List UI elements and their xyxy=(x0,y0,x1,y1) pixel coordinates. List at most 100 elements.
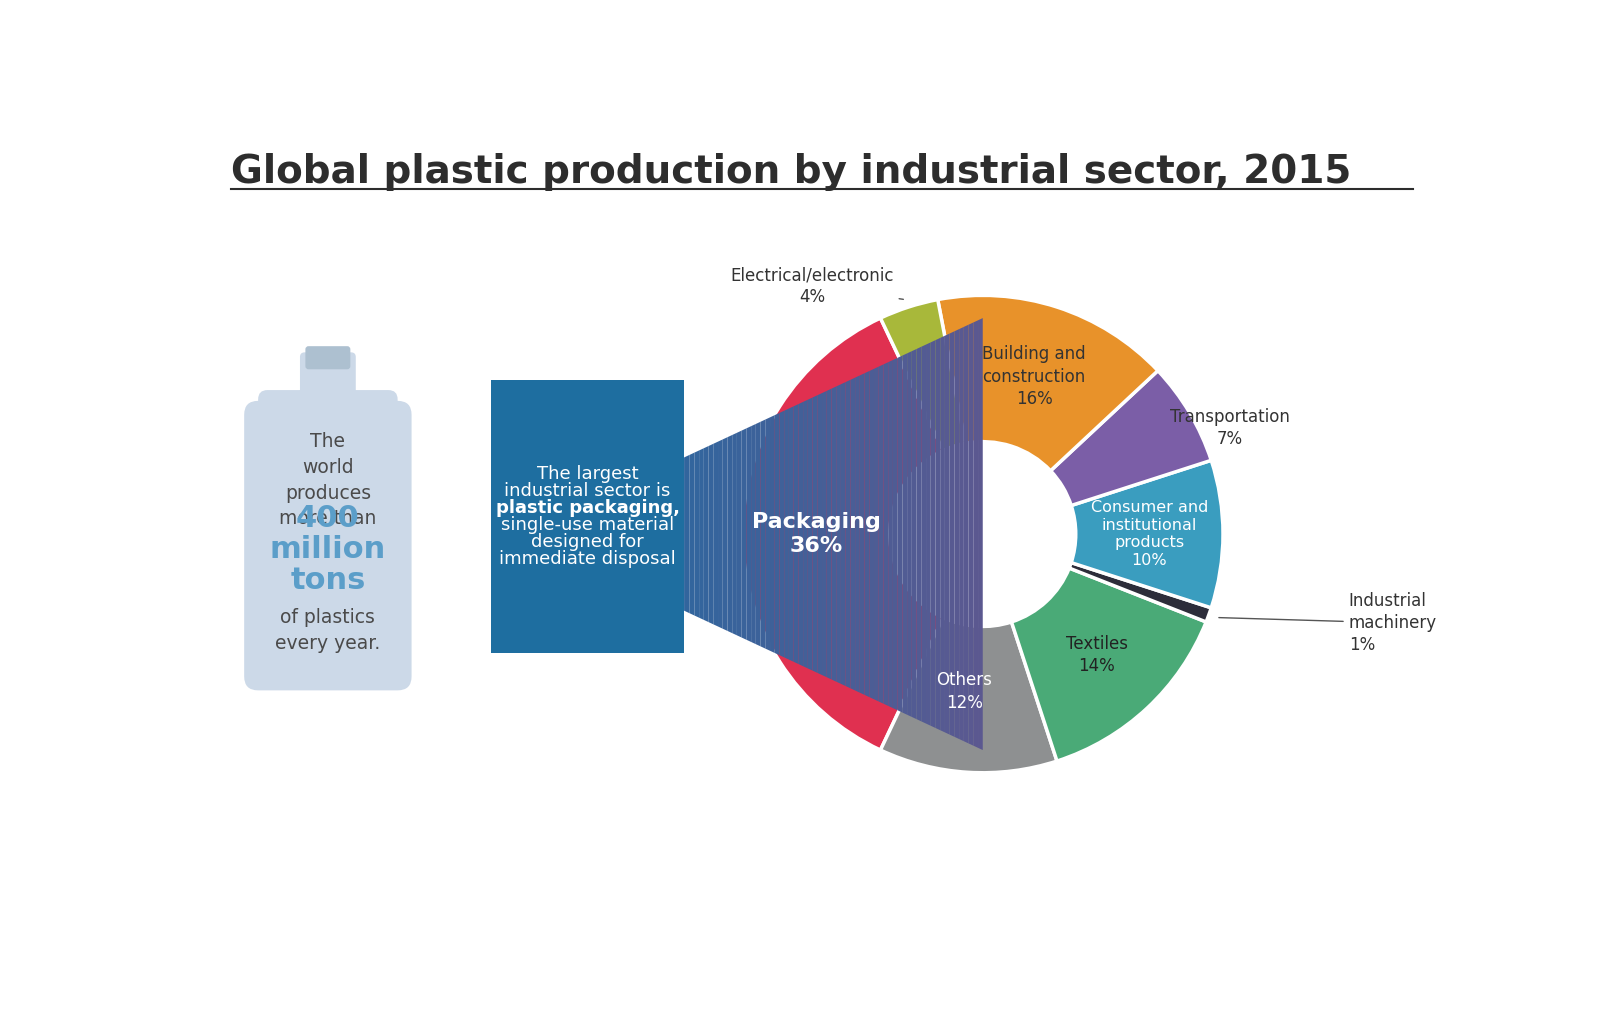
Polygon shape xyxy=(714,441,718,627)
Polygon shape xyxy=(818,393,822,675)
Polygon shape xyxy=(950,332,954,737)
Polygon shape xyxy=(789,407,794,662)
Text: Transportation
7%: Transportation 7% xyxy=(1170,408,1290,447)
Text: Global plastic production by industrial sector, 2015: Global plastic production by industrial … xyxy=(230,153,1352,190)
Polygon shape xyxy=(912,349,917,719)
Text: immediate disposal: immediate disposal xyxy=(499,550,675,568)
Text: Packaging
36%: Packaging 36% xyxy=(752,512,880,556)
Polygon shape xyxy=(728,435,733,633)
Polygon shape xyxy=(547,519,552,549)
Wedge shape xyxy=(742,318,942,750)
Polygon shape xyxy=(525,529,530,539)
Wedge shape xyxy=(1011,568,1206,761)
Text: Building and
construction
16%: Building and construction 16% xyxy=(982,345,1086,408)
Wedge shape xyxy=(1069,562,1211,622)
Polygon shape xyxy=(605,493,610,575)
Polygon shape xyxy=(822,391,827,677)
FancyBboxPatch shape xyxy=(491,380,685,653)
Text: of plastics
every year.: of plastics every year. xyxy=(275,608,381,652)
Polygon shape xyxy=(595,497,600,571)
Polygon shape xyxy=(718,439,723,629)
Polygon shape xyxy=(566,510,571,558)
Text: The
world
produces
more than: The world produces more than xyxy=(278,432,376,528)
Polygon shape xyxy=(765,418,770,651)
Polygon shape xyxy=(931,340,936,728)
Polygon shape xyxy=(842,382,846,686)
Polygon shape xyxy=(774,413,779,655)
Polygon shape xyxy=(634,479,638,589)
Polygon shape xyxy=(515,531,520,537)
Polygon shape xyxy=(704,446,709,623)
Polygon shape xyxy=(542,521,547,547)
Polygon shape xyxy=(968,323,973,745)
FancyBboxPatch shape xyxy=(245,400,411,690)
Polygon shape xyxy=(973,321,978,748)
Polygon shape xyxy=(571,508,576,560)
Text: Textiles
14%: Textiles 14% xyxy=(1066,635,1128,675)
Polygon shape xyxy=(859,373,864,695)
Polygon shape xyxy=(614,488,619,581)
Text: designed for: designed for xyxy=(531,534,643,551)
Polygon shape xyxy=(723,437,728,631)
Polygon shape xyxy=(883,362,888,706)
Polygon shape xyxy=(808,397,813,671)
Polygon shape xyxy=(869,369,874,699)
Polygon shape xyxy=(738,430,742,638)
Polygon shape xyxy=(846,380,850,688)
Text: Electrical/electronic
4%: Electrical/electronic 4% xyxy=(730,266,904,306)
Polygon shape xyxy=(958,327,963,741)
Polygon shape xyxy=(709,443,714,625)
Polygon shape xyxy=(646,472,651,596)
Text: single-use material: single-use material xyxy=(501,516,674,535)
Polygon shape xyxy=(784,409,789,659)
Polygon shape xyxy=(803,399,808,669)
Polygon shape xyxy=(610,490,614,578)
FancyBboxPatch shape xyxy=(258,390,398,455)
Polygon shape xyxy=(954,329,958,739)
Polygon shape xyxy=(837,384,842,684)
Polygon shape xyxy=(685,455,690,613)
Polygon shape xyxy=(874,367,878,701)
Polygon shape xyxy=(675,459,680,609)
Polygon shape xyxy=(850,378,854,690)
Polygon shape xyxy=(946,334,950,734)
Polygon shape xyxy=(586,501,590,567)
Polygon shape xyxy=(854,376,859,692)
Polygon shape xyxy=(661,466,666,602)
FancyBboxPatch shape xyxy=(306,346,350,370)
Wedge shape xyxy=(1070,461,1222,608)
Polygon shape xyxy=(893,357,898,711)
Wedge shape xyxy=(1051,371,1211,506)
Polygon shape xyxy=(779,411,784,657)
Polygon shape xyxy=(864,371,869,697)
Polygon shape xyxy=(581,504,586,565)
Polygon shape xyxy=(538,523,542,545)
Polygon shape xyxy=(827,389,832,680)
Polygon shape xyxy=(638,477,642,591)
Polygon shape xyxy=(651,470,656,598)
Polygon shape xyxy=(690,453,694,615)
Text: Consumer and
institutional
products
10%: Consumer and institutional products 10% xyxy=(1091,501,1208,567)
Polygon shape xyxy=(888,360,893,709)
Polygon shape xyxy=(902,353,907,715)
Polygon shape xyxy=(530,527,534,541)
Polygon shape xyxy=(794,404,798,664)
Polygon shape xyxy=(699,449,704,620)
Polygon shape xyxy=(520,532,525,536)
Polygon shape xyxy=(619,485,624,583)
Polygon shape xyxy=(941,336,946,732)
Polygon shape xyxy=(534,525,538,543)
Polygon shape xyxy=(656,468,661,600)
Polygon shape xyxy=(922,344,926,724)
Polygon shape xyxy=(742,428,746,640)
Polygon shape xyxy=(576,506,581,562)
Polygon shape xyxy=(978,318,982,750)
FancyBboxPatch shape xyxy=(299,352,355,416)
Text: 400
million
tons: 400 million tons xyxy=(270,504,386,595)
Text: The largest: The largest xyxy=(536,465,638,483)
Wedge shape xyxy=(880,617,1058,773)
Polygon shape xyxy=(770,415,774,653)
Polygon shape xyxy=(746,426,750,642)
Polygon shape xyxy=(813,395,818,673)
Polygon shape xyxy=(642,475,646,594)
